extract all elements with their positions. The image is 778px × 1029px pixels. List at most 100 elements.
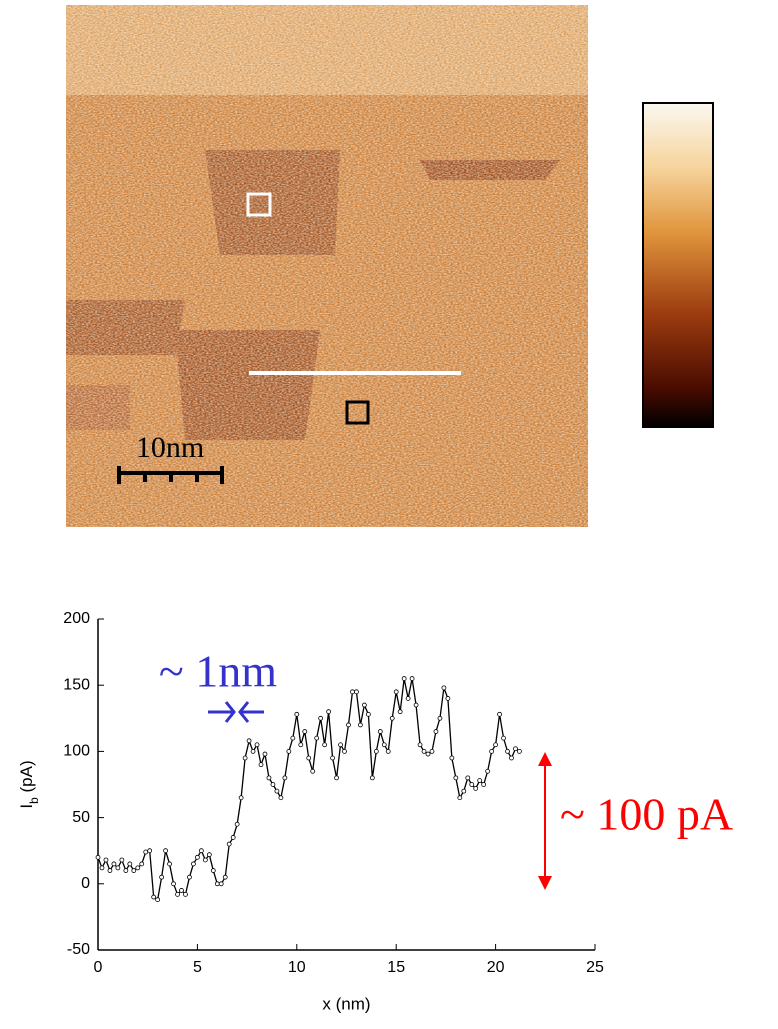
data-point <box>433 729 439 734</box>
scale-bar <box>117 466 224 484</box>
data-point <box>135 865 141 871</box>
data-point <box>175 891 180 897</box>
data-point <box>218 881 224 887</box>
data-point <box>417 742 423 748</box>
data-point <box>294 711 300 717</box>
data-point <box>342 749 347 754</box>
x-tick-label: 5 <box>193 959 202 976</box>
data-point <box>127 861 133 867</box>
data-point <box>198 848 204 854</box>
y-tick-label: 100 <box>63 743 90 760</box>
annotation-height: ~ 100 pA <box>560 789 733 840</box>
data-point <box>274 788 280 794</box>
data-point <box>473 786 479 791</box>
y-axis-label-part: b <box>27 797 41 804</box>
data-point <box>373 749 379 754</box>
data-point <box>139 861 145 867</box>
data-point <box>194 854 200 860</box>
data-point <box>258 762 264 768</box>
data-point <box>230 835 236 840</box>
height-arrow-heads <box>538 752 552 890</box>
data-point <box>401 676 407 681</box>
data-point <box>453 775 459 781</box>
data-point <box>318 715 324 721</box>
data-point <box>517 749 522 754</box>
data-point <box>270 782 276 787</box>
data-point <box>326 709 332 715</box>
data-point <box>314 735 320 741</box>
data-point <box>330 755 335 761</box>
data-point <box>393 689 399 695</box>
y-tick-label: 0 <box>81 875 90 892</box>
y-axis-label: Ib (pA) <box>17 760 41 808</box>
y-tick-label: 150 <box>63 676 90 693</box>
data-point <box>278 795 284 801</box>
data-point <box>421 749 427 754</box>
data-point <box>131 868 137 873</box>
data-line <box>97 678 520 901</box>
data-point <box>477 778 483 783</box>
data-point <box>246 738 252 744</box>
stm-image <box>66 5 588 527</box>
data-point <box>99 865 105 871</box>
data-point <box>290 735 296 741</box>
data-point <box>358 722 363 728</box>
data-point <box>234 821 240 827</box>
data-point <box>282 775 288 781</box>
data-point <box>115 865 121 871</box>
data-point <box>155 897 161 903</box>
data-point <box>310 768 316 774</box>
data-point <box>501 735 506 741</box>
y-tick-label: -50 <box>67 941 90 958</box>
x-tick-label: 15 <box>387 959 405 976</box>
data-point <box>377 729 383 734</box>
data-point <box>338 742 343 748</box>
data-point <box>143 849 149 855</box>
data-point <box>437 715 443 721</box>
y-axis-label-part: I <box>17 804 36 809</box>
data-point <box>242 755 248 761</box>
data-point <box>465 775 471 781</box>
y-tick-label: 200 <box>63 610 90 627</box>
x-tick-label: 25 <box>586 959 604 976</box>
data-point <box>489 749 495 754</box>
data-point <box>469 782 475 787</box>
data-point <box>103 857 109 863</box>
data-point <box>441 685 447 691</box>
data-point <box>485 768 491 774</box>
marker-square-black <box>345 400 370 425</box>
data-point <box>111 861 117 867</box>
data-point <box>302 729 308 734</box>
data-point <box>413 702 419 708</box>
data-point <box>163 848 168 854</box>
data-point <box>171 881 176 887</box>
data-point <box>222 874 228 880</box>
data-point <box>429 749 435 754</box>
data-point <box>505 749 510 754</box>
data-point <box>179 888 184 893</box>
data-point <box>266 775 272 781</box>
data-point <box>365 711 371 717</box>
data-point <box>210 868 216 873</box>
data-point <box>497 711 502 717</box>
data-point <box>151 894 157 900</box>
data-point <box>202 857 208 863</box>
data-point <box>254 742 260 748</box>
data-point <box>123 868 129 873</box>
data-point <box>206 852 212 858</box>
data-point <box>409 676 415 681</box>
data-point <box>191 861 196 867</box>
data-point <box>322 742 328 748</box>
x-tick-label: 10 <box>288 959 306 976</box>
data-point <box>147 848 153 854</box>
data-point <box>405 696 411 701</box>
data-point <box>381 742 387 748</box>
width-arrows <box>208 701 264 723</box>
data-point <box>95 854 101 860</box>
data-point <box>389 715 395 721</box>
data-point <box>350 689 355 695</box>
data-point <box>493 742 499 748</box>
scale-bar-label: 10nm <box>136 431 204 464</box>
data-point <box>214 881 220 887</box>
